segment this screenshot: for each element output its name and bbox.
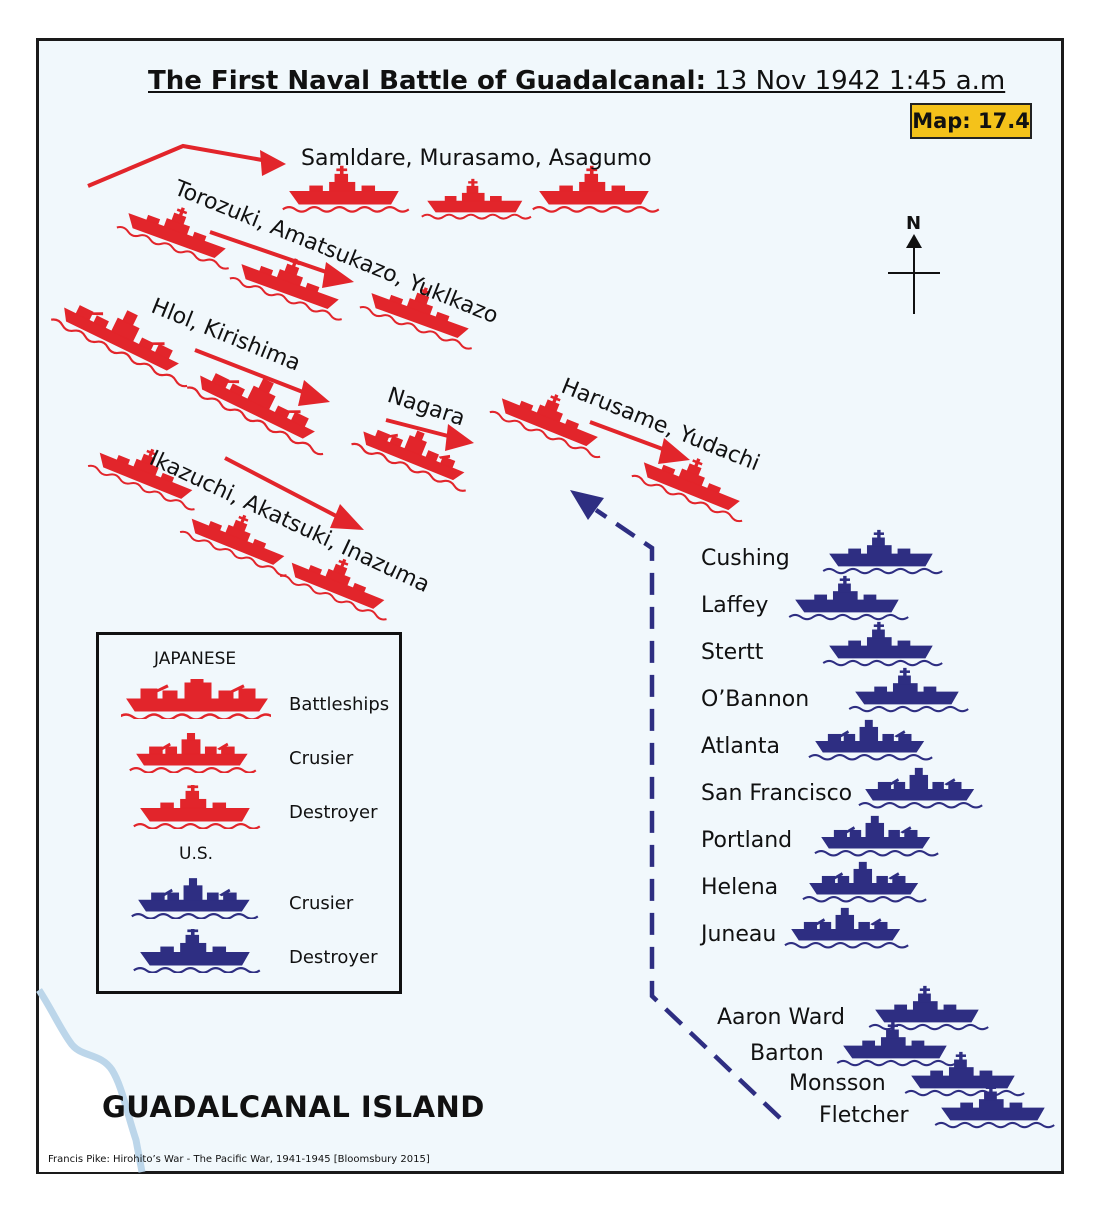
legend-us-cruiser-icon	[131, 877, 259, 919]
legend-battleships-label: Battleships	[289, 694, 390, 715]
us-label-obannon: O’Bannon	[701, 687, 810, 712]
us-label-fletcher: Fletcher	[819, 1103, 909, 1128]
us-label-juneau: Juneau	[701, 922, 777, 947]
us-label-san-francisco: San Francisco	[701, 781, 853, 806]
island-label: GUADALCANAL ISLAND	[102, 1090, 485, 1124]
us-label-barton: Barton	[750, 1041, 824, 1066]
north-compass-icon	[888, 234, 940, 314]
map-frame	[36, 38, 1064, 1174]
jp-label-group1: Samldare, Murasamo, Asagumo	[301, 146, 652, 171]
us-label-aaron-ward: Aaron Ward	[717, 1005, 845, 1030]
us-label-atlanta: Atlanta	[701, 734, 780, 759]
us-label-helena: Helena	[701, 875, 779, 900]
legend-us-destroyer-icon	[132, 929, 261, 973]
legend-jp-cruiser-label: Crusier	[289, 748, 354, 769]
legend-jp-destroyer-icon	[132, 785, 261, 829]
map-legend: JAPANESE Battleships Crusier Destroyer U…	[96, 632, 402, 994]
legend-heading-japanese: JAPANESE	[154, 649, 237, 669]
source-credit: Francis Pike: Hirohito’s War - The Pacif…	[48, 1154, 430, 1165]
legend-jp-cruiser-icon	[129, 733, 257, 773]
map-title: The First Naval Battle of Guadalcanal: 1…	[148, 66, 1005, 96]
us-label-monssen: Monsson	[789, 1071, 886, 1096]
legend-battleship-icon	[121, 679, 271, 719]
map-number-badge: Map: 17.4	[910, 103, 1032, 139]
legend-us-destroyer-label: Destroyer	[289, 947, 378, 968]
us-route-arrowhead	[570, 490, 604, 520]
map-title-main: The First Naval Battle of Guadalcanal:	[148, 66, 706, 96]
legend-us-cruiser-label: Crusier	[289, 893, 354, 914]
us-label-cushing: Cushing	[701, 546, 790, 571]
map-title-date: 13 Nov 1942 1:45 a.m	[705, 66, 1006, 96]
legend-jp-destroyer-label: Destroyer	[289, 802, 378, 823]
north-label: N	[906, 213, 922, 234]
us-label-laffey: Laffey	[701, 593, 769, 618]
japanese-arrowheads	[260, 150, 690, 530]
us-route-arrow	[594, 508, 782, 1120]
us-label-sterett: Stertt	[701, 640, 764, 665]
legend-heading-us: U.S.	[179, 844, 214, 864]
us-label-portland: Portland	[701, 828, 793, 853]
coastline	[36, 988, 146, 1173]
japanese-arrows	[87, 143, 669, 520]
